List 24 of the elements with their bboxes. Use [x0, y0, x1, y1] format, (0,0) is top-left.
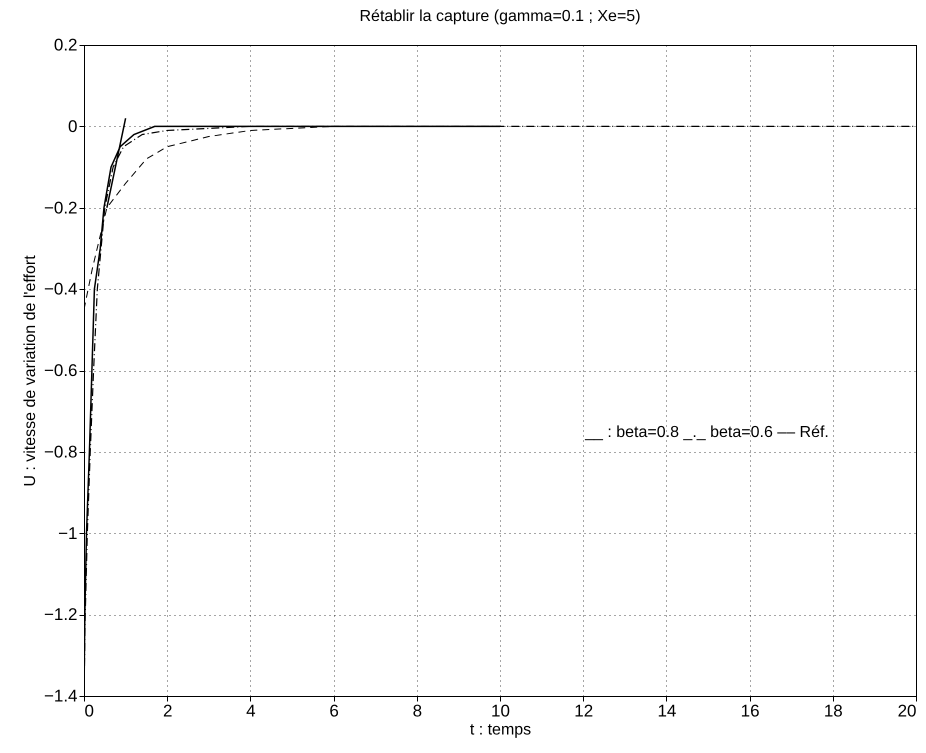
chart-title: Rétablir la capture (gamma=0.1 ; Xe=5) [359, 8, 641, 25]
x-axis-title: t : temps [470, 722, 532, 738]
x-tick-label: 2 [162, 702, 172, 720]
y-tick-label: −1.4 [44, 686, 78, 706]
y-axis-title: U : vitesse de variation de l'effort [22, 254, 39, 487]
x-tick-label: 20 [898, 702, 916, 720]
y-tick-label: 0.2 [54, 36, 78, 54]
x-tick-label: 6 [329, 702, 339, 720]
x-tick-label: 12 [574, 702, 594, 720]
y-tick-label: 0 [68, 116, 78, 136]
y-tick-label: −0.6 [44, 361, 78, 380]
y-tick-label: −1 [58, 524, 78, 543]
y-tick-label: −0.8 [44, 442, 78, 462]
x-tick-label: 14 [657, 702, 676, 720]
x-tick-label: 4 [246, 702, 256, 720]
x-tick-label: 8 [412, 702, 422, 720]
x-tick-label: 0 [84, 702, 94, 720]
x-tick-label: 16 [740, 702, 760, 720]
y-tick-label: −1.2 [44, 605, 78, 624]
y-tick-label: −0.2 [44, 198, 78, 218]
x-tick-label: 18 [824, 702, 843, 720]
y-tick-label: −0.4 [44, 280, 78, 299]
x-tick-label: 10 [491, 702, 510, 720]
annotation: __ : beta=0.8 _._ beta=0.6 –– Réf. [584, 424, 829, 441]
